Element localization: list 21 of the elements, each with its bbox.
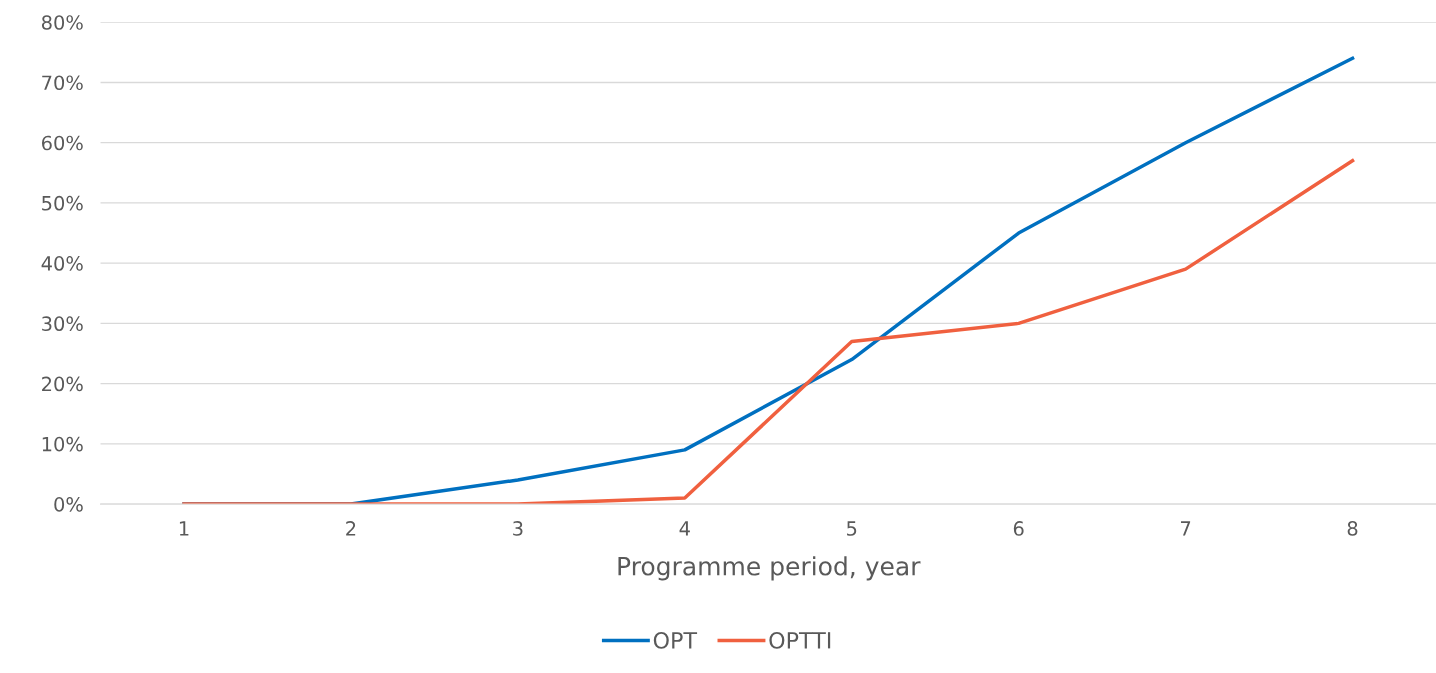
y-tick-label: 80%	[41, 15, 83, 30]
x-tick-label: 2	[346, 521, 356, 536]
y-tick-label: 40%	[41, 256, 83, 271]
x-axis-title: Programme period, year	[618, 556, 921, 581]
y-tick-label: 20%	[42, 376, 83, 392]
x-tick-label: 6	[1013, 521, 1024, 536]
x-tick-label: 3	[513, 521, 523, 536]
y-tick-label: 70%	[42, 75, 83, 91]
y-tick-label: 60%	[41, 135, 83, 151]
x-tick-label: 5	[847, 521, 857, 536]
y-tick-label: 0%	[54, 497, 83, 512]
legend-label: OPT	[653, 631, 698, 649]
y-tick-label: 10%	[42, 436, 83, 452]
y-tick-label: 50%	[42, 195, 83, 211]
x-tick-label: 8	[1347, 521, 1358, 536]
y-tick-label: 30%	[42, 316, 83, 332]
line-series	[182, 159, 1355, 505]
x-tick-label: 1	[179, 521, 189, 536]
legend-label: OPTTI	[769, 631, 831, 649]
x-tick-label: 4	[679, 521, 690, 536]
x-tick-label: 7	[1181, 521, 1191, 536]
